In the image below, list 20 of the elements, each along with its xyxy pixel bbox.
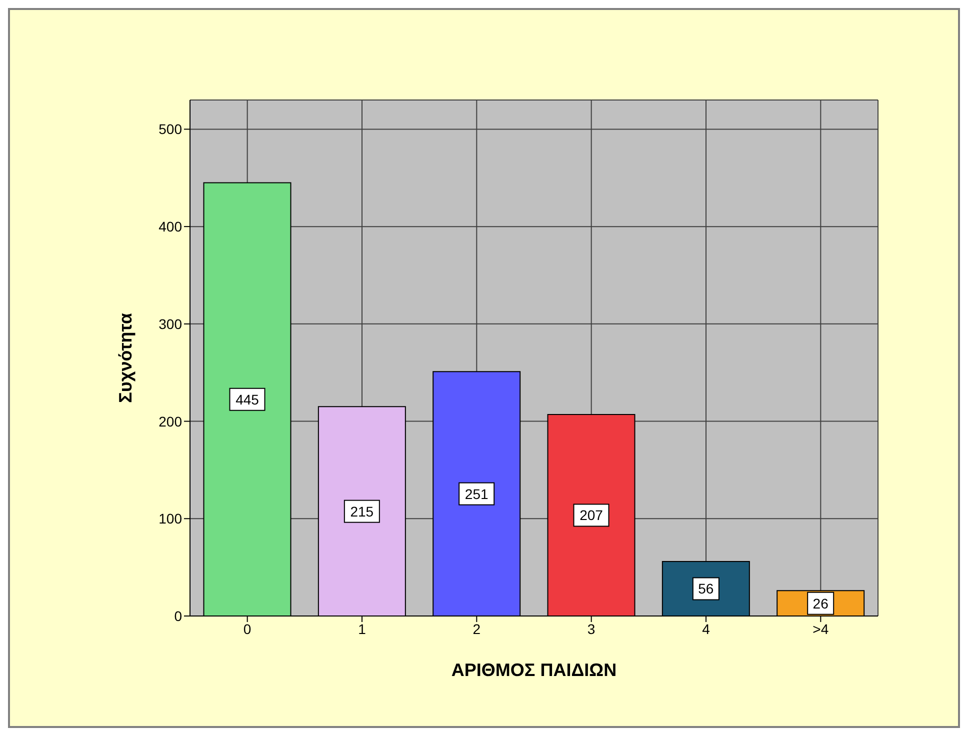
data-label: 56 [698,580,714,597]
data-label: 215 [350,503,374,520]
y-tick-label: 200 [158,413,182,430]
x-tick-label: 2 [472,620,481,637]
y-tick-label: 300 [158,316,182,332]
data-label: 26 [812,595,829,612]
y-tick-label: 500 [158,121,182,138]
y-tick-label: 0 [174,608,182,624]
data-label: 251 [464,486,488,502]
y-axis-title: Συχνότητα [115,313,136,403]
x-tick-label: >4 [812,620,829,637]
x-axis-title: ΑΡΙΘΜΟΣ ΠΑΙΔΙΩΝ [451,660,617,680]
y-tick-label: 400 [158,218,182,235]
data-label: 445 [236,391,260,408]
y-tick-label: 100 [158,510,182,527]
data-label: 207 [580,507,604,524]
x-tick-label: 4 [702,620,710,637]
x-tick-label: 0 [243,620,252,637]
x-tick-label: 3 [587,620,596,637]
x-tick-label: 1 [358,620,366,637]
